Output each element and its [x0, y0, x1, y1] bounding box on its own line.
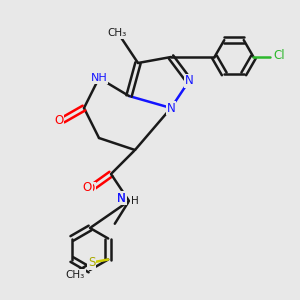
Text: O: O [82, 181, 91, 194]
Text: N: N [184, 74, 194, 88]
Text: NH: NH [91, 73, 107, 83]
Text: O: O [85, 182, 94, 196]
Text: H: H [131, 196, 139, 206]
Text: CH₃: CH₃ [107, 28, 127, 38]
Text: O: O [54, 113, 63, 127]
Text: N: N [167, 101, 176, 115]
Text: N: N [117, 191, 126, 205]
Text: S: S [88, 256, 95, 269]
Text: N: N [117, 191, 126, 205]
Text: Cl: Cl [273, 49, 285, 62]
Text: CH₃: CH₃ [66, 269, 85, 280]
